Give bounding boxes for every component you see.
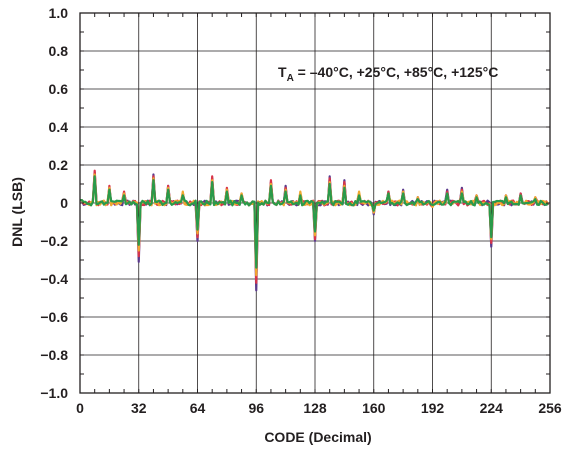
- temperature-annotation: TA = –40°C, +25°C, +85°C, +125°C: [278, 64, 498, 84]
- x-tick-label: 64: [190, 400, 206, 416]
- x-tick-label: 224: [480, 400, 504, 416]
- x-axis-label: CODE (Decimal): [264, 429, 371, 445]
- x-tick-label: 192: [421, 400, 445, 416]
- y-tick-label: −0.6: [40, 309, 68, 325]
- y-tick-label: 0: [60, 195, 68, 211]
- y-axis-label: DNL (LSB): [9, 177, 25, 247]
- annotation-subscript: A: [287, 73, 294, 84]
- y-tick-label: 0.8: [49, 43, 69, 59]
- x-tick-label: 128: [303, 400, 327, 416]
- y-tick-label: 0.6: [49, 81, 69, 97]
- series-layer: [80, 169, 550, 292]
- y-tick-label: 0.4: [49, 119, 69, 135]
- x-tick-label: 96: [248, 400, 264, 416]
- y-tick-label: −1.0: [40, 385, 68, 401]
- x-tick-label: 32: [131, 400, 147, 416]
- ticks-layer: 1.0 0.8 0.6 0.4 0.2 0 −0.2 −0.4 −0.6 −0.8 −1.0 0 32 6…: [40, 5, 562, 416]
- x-tick-label: 160: [362, 400, 386, 416]
- annotation-prefix: T: [278, 64, 287, 80]
- y-tick-label: −0.2: [40, 233, 68, 249]
- x-tick-label: 256: [538, 400, 562, 416]
- y-tick-label: −0.4: [40, 271, 68, 287]
- y-tick-label: 1.0: [49, 5, 69, 21]
- x-tick-label: 0: [76, 400, 84, 416]
- dnl-series-line: [80, 175, 549, 269]
- y-tick-label: −0.8: [40, 347, 68, 363]
- grid-lines: [80, 13, 550, 393]
- annotation-text: = –40°C, +25°C, +85°C, +125°C: [294, 64, 499, 80]
- y-tick-label: 0.2: [49, 157, 69, 173]
